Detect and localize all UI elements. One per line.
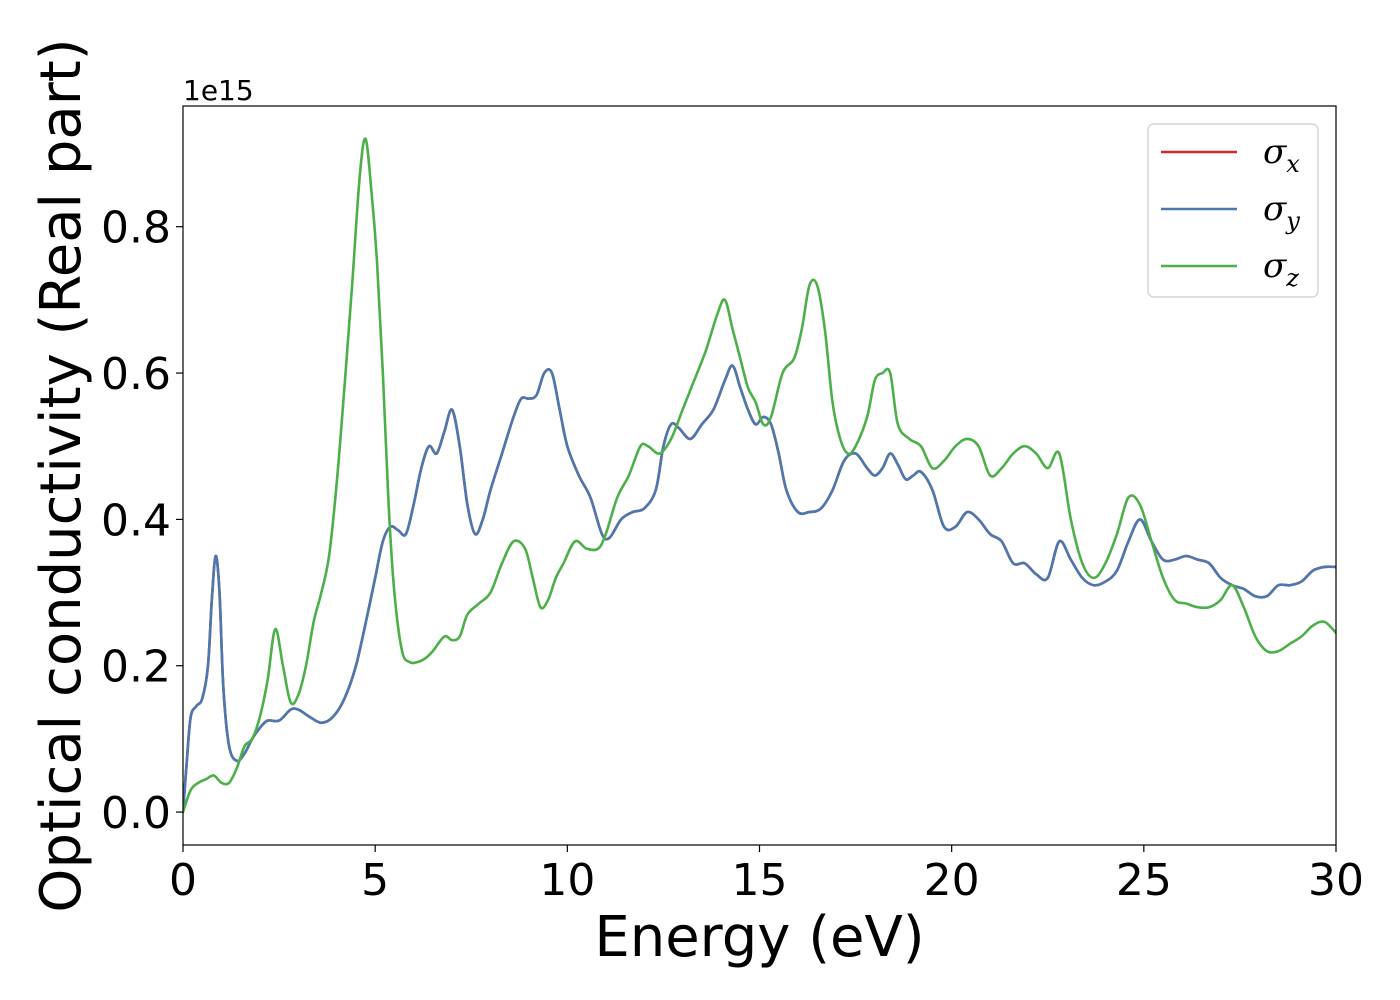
y-tick-label: 0.2 xyxy=(101,642,171,693)
legend-label-sigma-x: σx xyxy=(1263,132,1300,178)
y-axis-ticks: 0.0 0.2 0.4 0.6 0.8 xyxy=(101,203,183,839)
series-line-sigma-z xyxy=(183,137,1336,814)
legend-label-sigma-y: σy xyxy=(1263,189,1300,235)
x-tick-label: 15 xyxy=(732,855,788,906)
y-axis-label: Optical conductivity (Real part) xyxy=(29,38,94,912)
x-tick-label: 25 xyxy=(1116,855,1172,906)
x-tick-label: 0 xyxy=(169,855,197,906)
x-tick-label: 20 xyxy=(924,855,980,906)
x-axis-ticks: 0 5 10 15 20 25 30 xyxy=(169,845,1364,906)
y-offset-label: 1e15 xyxy=(183,74,254,107)
y-tick-label: 0.0 xyxy=(101,788,171,839)
y-tick-label: 0.4 xyxy=(101,495,171,546)
series-line-sigma-y xyxy=(183,364,1336,814)
y-tick-label: 0.8 xyxy=(101,203,171,254)
plot-area xyxy=(183,137,1336,814)
y-tick-label: 0.6 xyxy=(101,349,171,400)
x-tick-label: 10 xyxy=(539,855,595,906)
legend-box xyxy=(1147,123,1319,298)
x-tick-label: 5 xyxy=(361,855,389,906)
series-line-sigma-x xyxy=(183,364,1336,814)
x-axis-label: Energy (eV) xyxy=(594,905,924,970)
x-tick-label: 30 xyxy=(1308,855,1364,906)
